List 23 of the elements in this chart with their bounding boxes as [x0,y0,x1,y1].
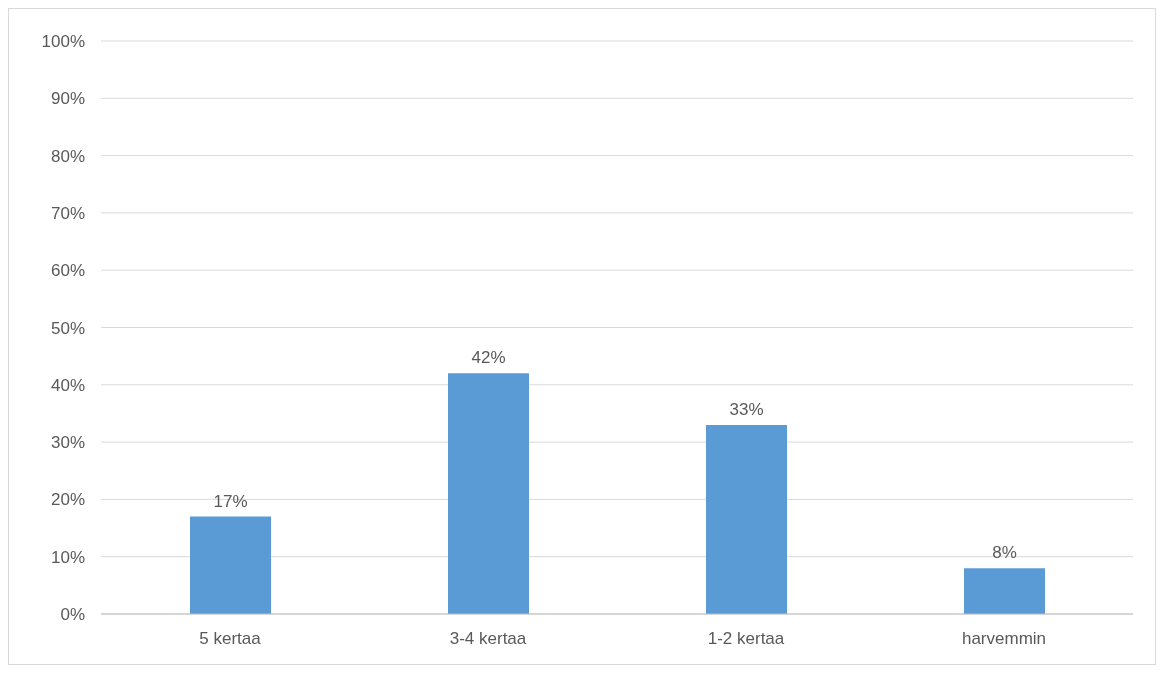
data-label: 17% [213,491,248,511]
x-tick-label: 1-2 kertaa [707,629,785,649]
y-tick-label: 10% [50,547,85,567]
bar [190,516,271,614]
y-tick-label: 90% [50,89,85,109]
y-tick-label: 100% [41,32,85,52]
bar [448,373,529,614]
bar [706,424,787,614]
data-label: 42% [471,348,506,368]
x-tick-label: 3-4 kertaa [449,629,527,649]
x-tick-label: 5 kertaa [199,629,262,649]
y-tick-label: 20% [50,490,85,510]
y-tick-label: 80% [50,146,85,166]
bar [964,568,1045,614]
data-label: 33% [729,399,764,419]
y-tick-label: 30% [50,433,85,453]
y-tick-label: 70% [50,203,85,223]
y-tick-label: 0% [60,605,85,625]
data-label: 8% [992,543,1017,563]
y-tick-label: 40% [50,375,85,395]
x-tick-label: harvemmin [961,629,1047,649]
y-tick-label: 60% [50,261,85,281]
y-tick-label: 50% [50,318,85,338]
